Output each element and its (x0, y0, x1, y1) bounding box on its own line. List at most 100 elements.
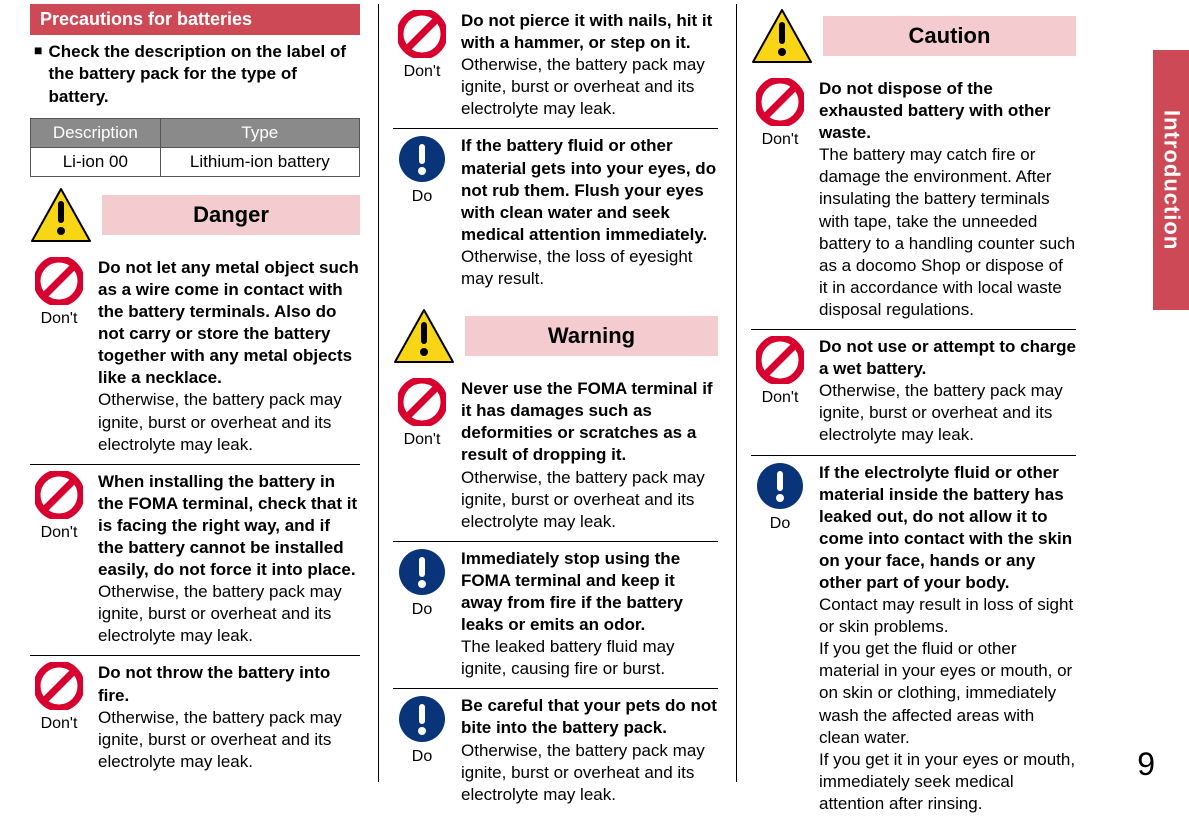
precaution-item: Don't Do not use or attempt to charge a w… (751, 329, 1076, 454)
item-icon-col: Do (751, 462, 809, 816)
item-bold-text: Do not dispose of the exhausted battery … (819, 78, 1076, 144)
mandatory-icon (393, 695, 451, 743)
caution-header: Caution (751, 8, 1076, 64)
item-bold-text: Do not let any metal object such as a wi… (98, 257, 360, 390)
item-body-text: Otherwise, the battery pack may ignite, … (461, 54, 718, 120)
item-icon-col: Do (393, 695, 451, 805)
side-tab: Introduction (1153, 50, 1189, 310)
warning-triangle-icon (393, 308, 455, 364)
item-bold-text: Do not throw the battery into fire. (98, 662, 360, 706)
section-header: Precautions for batteries (30, 4, 360, 35)
prohibit-icon (30, 662, 88, 710)
item-bold-text: If the electrolyte fluid or other materi… (819, 462, 1076, 595)
item-body-text: Otherwise, the battery pack may ignite, … (98, 707, 360, 773)
item-body-text: Otherwise, the battery pack may ignite, … (461, 740, 718, 806)
item-icon-col: Don't (30, 257, 88, 456)
icon-label: Don't (404, 431, 441, 448)
item-text: Do not pierce it with nails, hit it with… (461, 10, 718, 120)
prohibit-icon (393, 10, 451, 58)
table-cell-type: Lithium-ion battery (160, 147, 359, 176)
table-row: Li-ion 00 Lithium-ion battery (31, 147, 360, 176)
danger-label: Danger (102, 195, 360, 236)
icon-label: Do (770, 515, 790, 532)
item-bold-text: If the battery fluid or other material g… (461, 135, 718, 245)
icon-label: Don't (41, 310, 78, 327)
item-text: When installing the battery in the FOMA … (98, 471, 360, 648)
icon-label: Do (412, 188, 432, 205)
item-icon-col: Do (393, 548, 451, 681)
item-body-text: The battery may catch fire or damage the… (819, 144, 1076, 321)
table-header-row: Description Type (31, 118, 360, 147)
danger-items: Don't Do not let any metal object such as… (30, 251, 360, 781)
item-bold-text: Be careful that your pets do not bite in… (461, 695, 718, 739)
item-bold-text: Do not use or attempt to charge a wet ba… (819, 336, 1076, 380)
icon-label: Don't (41, 524, 78, 541)
page-number: 9 (1137, 744, 1155, 786)
table-header-description: Description (31, 118, 161, 147)
item-bold-text: Never use the FOMA terminal if it has da… (461, 378, 718, 466)
item-icon-col: Don't (751, 336, 809, 446)
icon-label: Don't (762, 131, 799, 148)
item-text: Do not throw the battery into fire.Other… (98, 662, 360, 772)
item-bold-text: Do not pierce it with nails, hit it with… (461, 10, 718, 54)
table-header-type: Type (160, 118, 359, 147)
item-body-text: The leaked battery fluid may ignite, cau… (461, 636, 718, 680)
warning-label: Warning (465, 316, 718, 357)
icon-label: Do (412, 601, 432, 618)
icon-label: Don't (41, 715, 78, 732)
prohibit-icon (30, 471, 88, 519)
prohibit-icon (30, 257, 88, 305)
item-body-text: Otherwise, the loss of eyesight may resu… (461, 246, 718, 290)
item-text: If the battery fluid or other material g… (461, 135, 718, 290)
table-cell-description: Li-ion 00 (31, 147, 161, 176)
mandatory-icon (393, 548, 451, 596)
item-body-text: Otherwise, the battery pack may ignite, … (98, 389, 360, 455)
column-3: Caution Don't Do not dispose of the exhau… (736, 4, 1086, 782)
battery-table: Description Type Li-ion 00 Lithium-ion b… (30, 118, 360, 177)
item-body-text: Contact may result in loss of sight or s… (819, 594, 1076, 815)
item-icon-col: Don't (30, 662, 88, 772)
precaution-item: Don't When installing the battery in the … (30, 464, 360, 656)
item-text: Do not dispose of the exhausted battery … (819, 78, 1076, 321)
item-icon-col: Don't (393, 378, 451, 533)
column-1: Precautions for batteries ■ Check the de… (20, 4, 370, 782)
item-text: If the electrolyte fluid or other materi… (819, 462, 1076, 816)
mandatory-icon (751, 462, 809, 510)
item-icon-col: Don't (751, 78, 809, 321)
item-text: Immediately stop using the FOMA terminal… (461, 548, 718, 681)
precaution-item: Don't Do not throw the battery into fire.… (30, 655, 360, 780)
precaution-item: Don't Never use the FOMA terminal if it h… (393, 372, 718, 541)
item-text: Never use the FOMA terminal if it has da… (461, 378, 718, 533)
precaution-item: Don't Do not dispose of the exhausted bat… (751, 72, 1076, 329)
precaution-item: Do Be careful that your pets do not bite … (393, 688, 718, 813)
column-2: Don'tDo not pierce it with nails, hit it… (378, 4, 728, 782)
prohibit-icon (393, 378, 451, 426)
mandatory-icon (393, 135, 451, 183)
caution-items: Don't Do not dispose of the exhausted bat… (751, 72, 1076, 823)
check-note-text: Check the description on the label of th… (48, 41, 356, 107)
precaution-item: Don't Do not let any metal object such as… (30, 251, 360, 464)
column2-top-items: Don'tDo not pierce it with nails, hit it… (393, 4, 718, 298)
caution-label: Caution (823, 16, 1076, 57)
item-icon-col: Don't (393, 10, 451, 120)
warning-triangle-icon (30, 187, 92, 243)
square-bullet-icon: ■ (34, 41, 42, 61)
prohibit-icon (751, 78, 809, 126)
precaution-item: Do If the battery fluid or other material… (393, 128, 718, 298)
item-body-text: Otherwise, the battery pack may ignite, … (98, 581, 360, 647)
item-body-text: Otherwise, the battery pack may ignite, … (819, 380, 1076, 446)
item-bold-text: Immediately stop using the FOMA terminal… (461, 548, 718, 636)
item-body-text: Otherwise, the battery pack may ignite, … (461, 467, 718, 533)
item-text: Do not let any metal object such as a wi… (98, 257, 360, 456)
precaution-item: Don'tDo not pierce it with nails, hit it… (393, 4, 718, 128)
item-text: Do not use or attempt to charge a wet ba… (819, 336, 1076, 446)
item-text: Be careful that your pets do not bite in… (461, 695, 718, 805)
precaution-item: Do If the electrolyte fluid or other mate… (751, 455, 1076, 823)
icon-label: Don't (762, 389, 799, 406)
warning-items: Don't Never use the FOMA terminal if it h… (393, 372, 718, 814)
item-icon-col: Don't (30, 471, 88, 648)
page-content: Precautions for batteries ■ Check the de… (0, 0, 1189, 792)
icon-label: Do (412, 748, 432, 765)
danger-header: Danger (30, 187, 360, 243)
warning-triangle-icon (751, 8, 813, 64)
